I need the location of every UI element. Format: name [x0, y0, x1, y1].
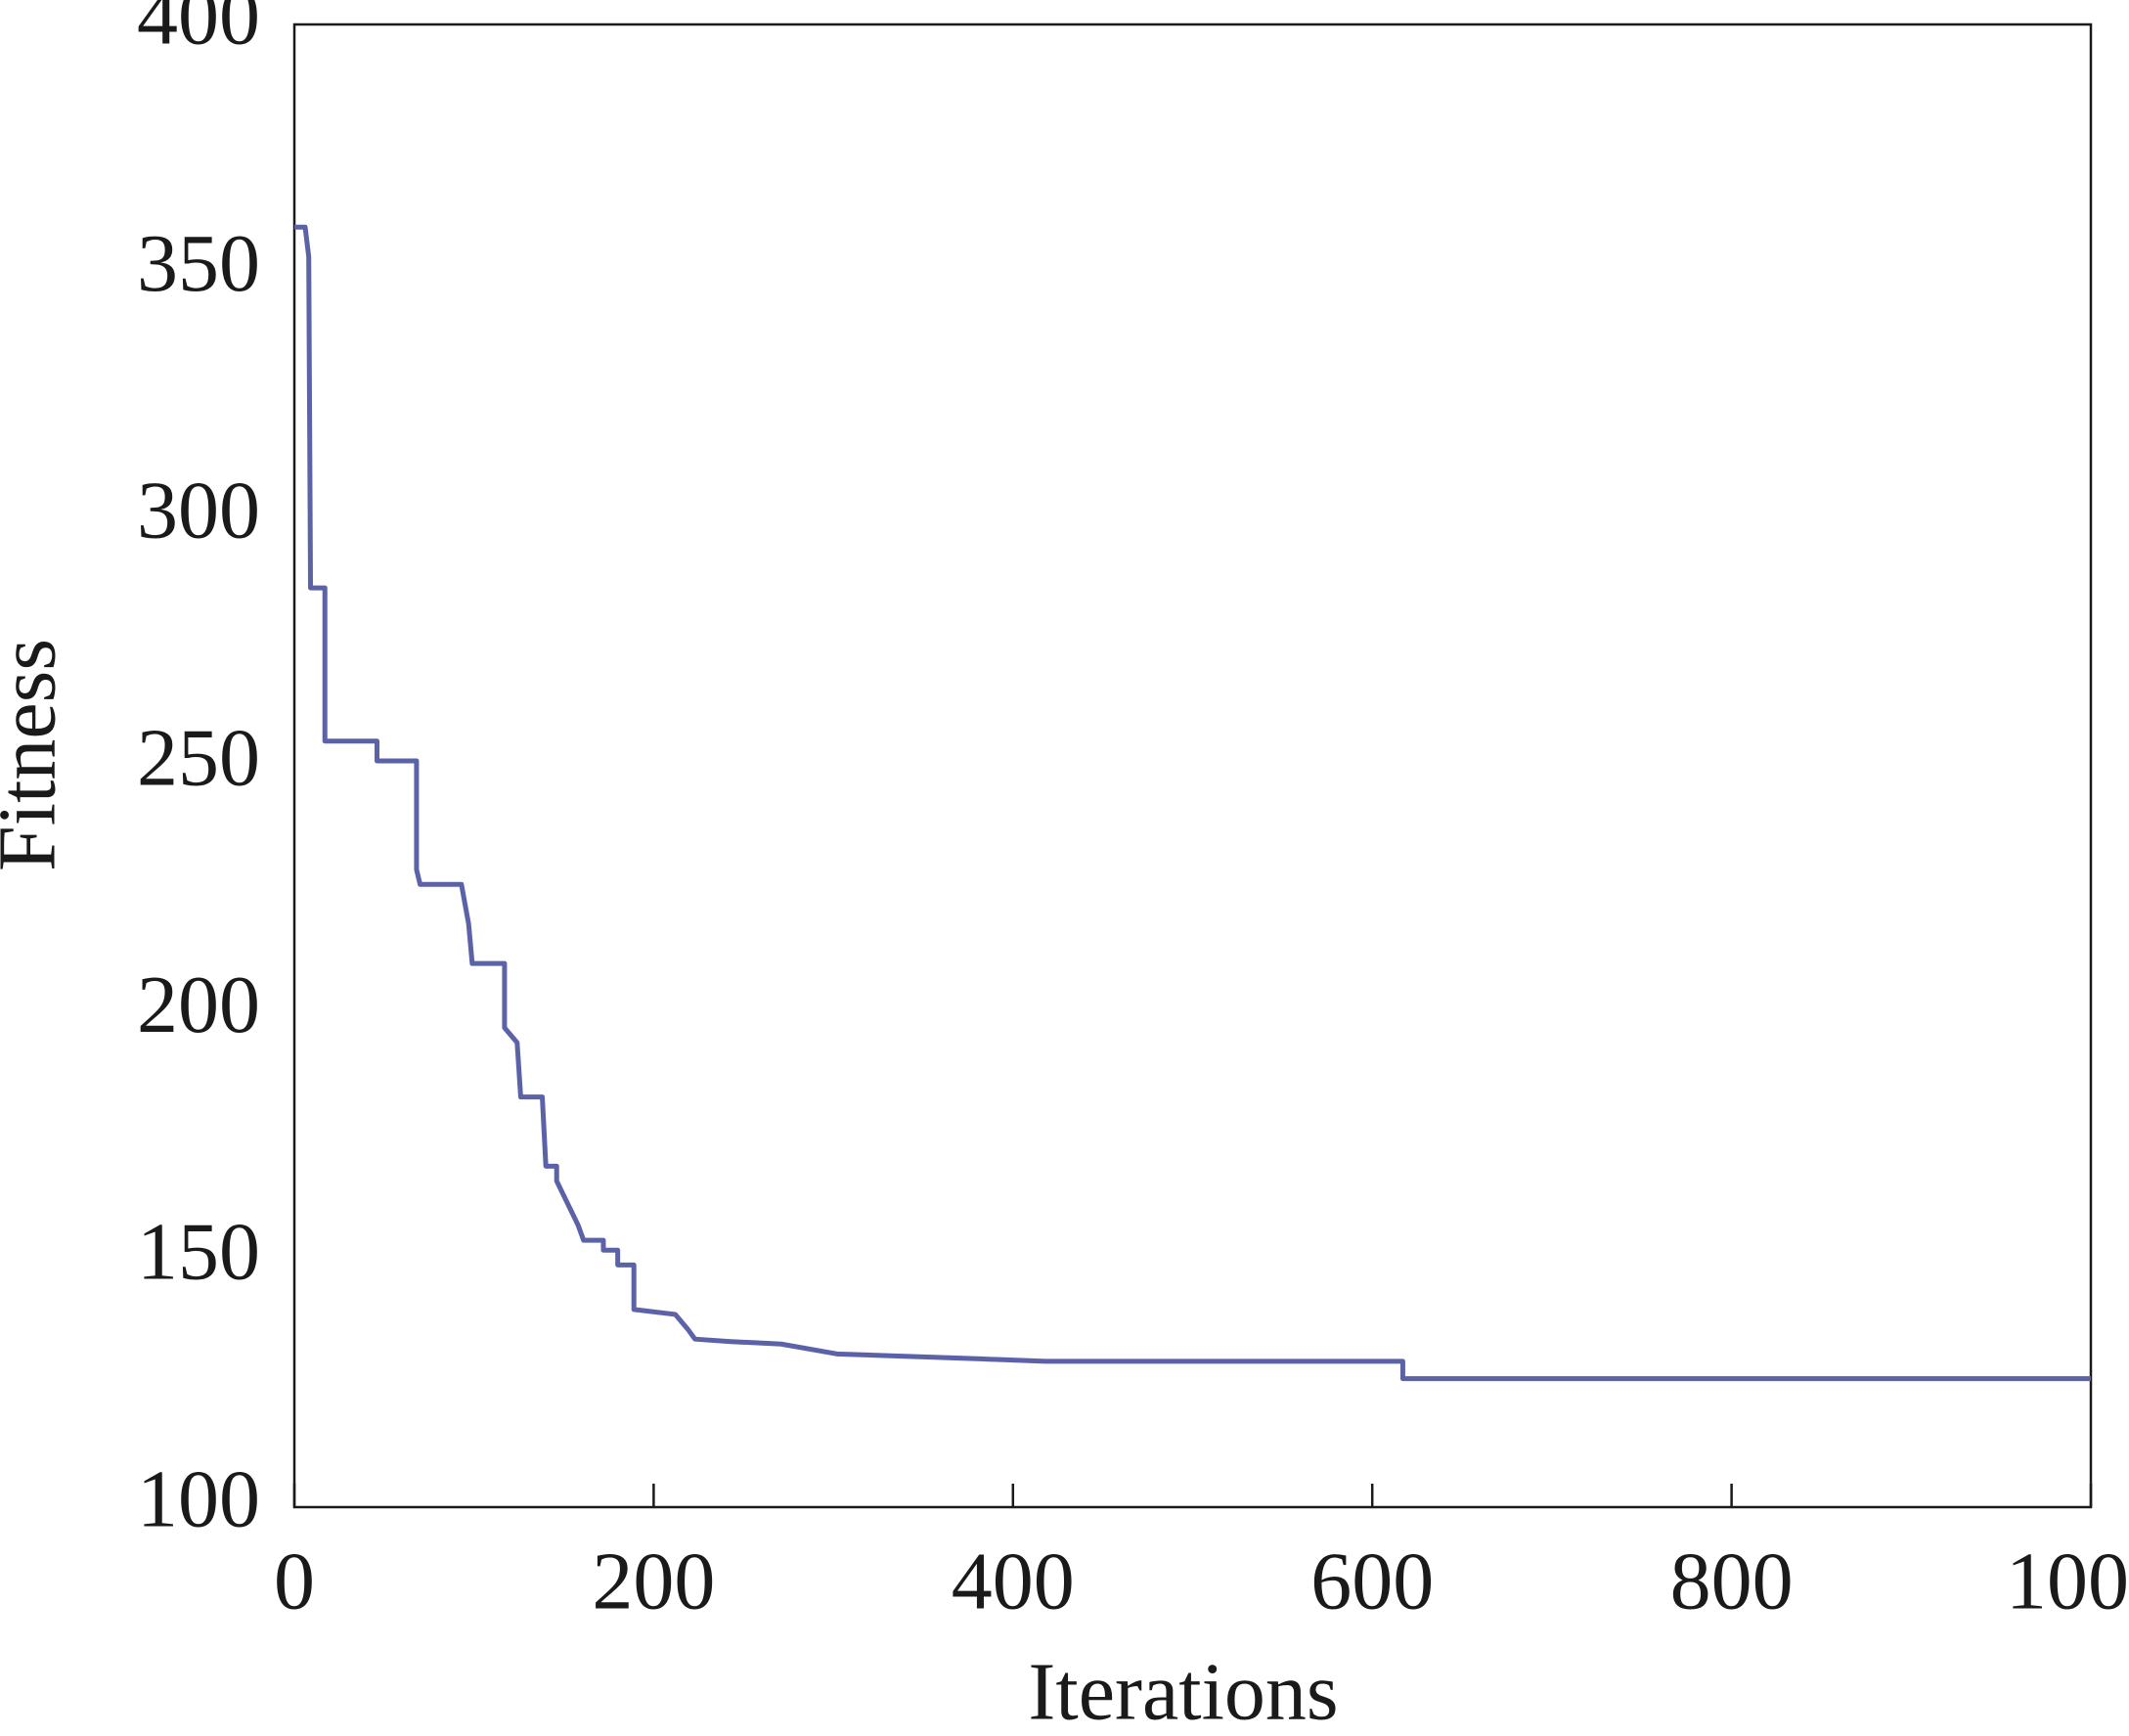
x-tick-label: 800	[1670, 1536, 1794, 1626]
x-axis-label: Iterations	[1028, 1646, 1338, 1736]
y-tick-label: 400	[137, 0, 260, 62]
y-tick-label: 100	[137, 1453, 260, 1544]
data-line	[294, 224, 2091, 1382]
x-tick-label: 200	[592, 1536, 715, 1626]
y-tick-label: 250	[137, 712, 260, 803]
x-tick-label: 600	[1310, 1536, 1434, 1626]
y-tick-label: 150	[137, 1207, 260, 1298]
y-tick-label: 200	[137, 959, 260, 1050]
y-axis-label: Fitness	[0, 639, 72, 871]
plot-frame	[292, 22, 2093, 1509]
x-tick-label: 400	[952, 1536, 1075, 1626]
x-tick-label: 0	[274, 1536, 315, 1626]
y-tick-label: 300	[137, 466, 260, 556]
x-tick-label: 100	[2006, 1536, 2129, 1626]
y-tick-label: 350	[137, 218, 260, 309]
